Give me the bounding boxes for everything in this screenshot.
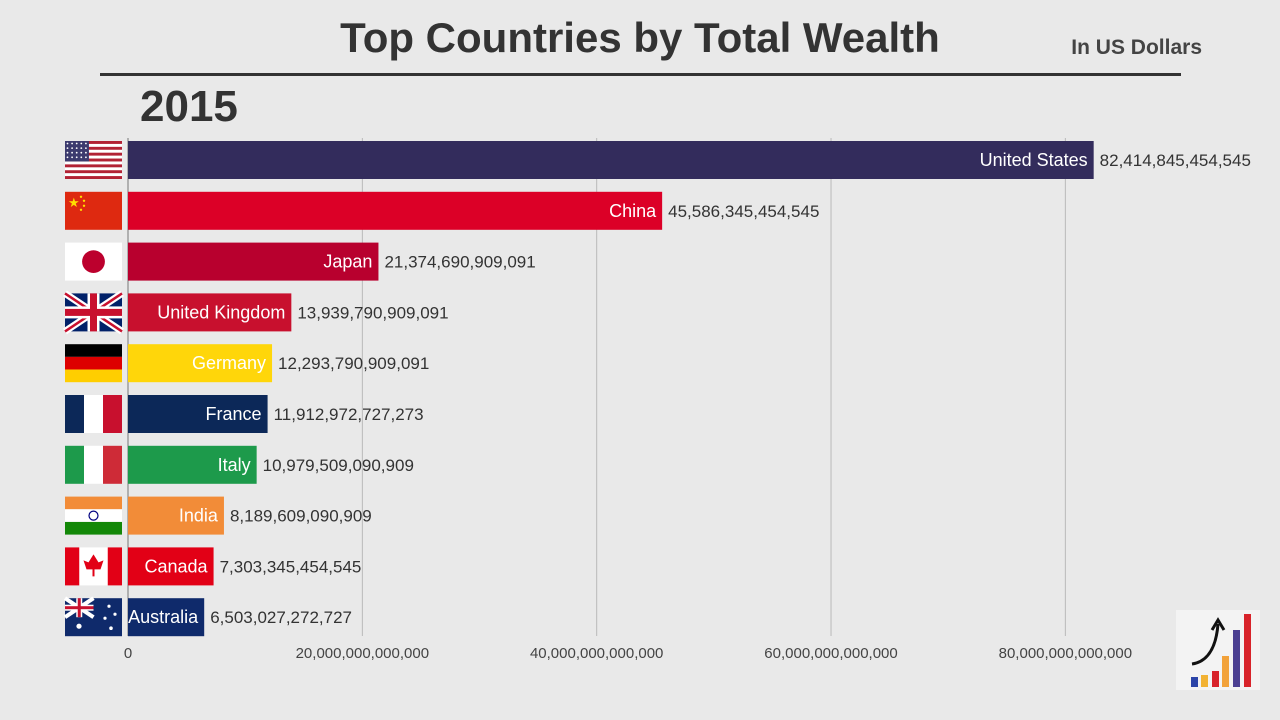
- bar-category-label: China: [609, 201, 657, 221]
- bar-value-label: 45,586,345,454,545: [668, 202, 819, 221]
- bar-category-label: Japan: [323, 252, 372, 272]
- bar-value-label: 8,189,609,090,909: [230, 507, 372, 526]
- bar-category-label: Italy: [218, 455, 251, 475]
- bar-value-label: 11,912,972,727,273: [274, 405, 424, 424]
- germany-flag-icon: [65, 344, 122, 383]
- bar-category-label: India: [179, 506, 219, 526]
- canada-flag-icon: [65, 547, 122, 586]
- bar-category-label: United States: [980, 150, 1088, 170]
- x-tick-label: 40,000,000,000,000: [530, 645, 663, 662]
- bar-value-label: 12,293,790,909,091: [278, 354, 429, 373]
- bar-value-label: 6,503,027,272,727: [210, 608, 352, 627]
- unit-label: In US Dollars: [1071, 36, 1202, 59]
- bar-category-label: France: [206, 404, 262, 424]
- bar: [128, 445, 257, 484]
- bar: [128, 547, 214, 586]
- bar: [128, 395, 268, 433]
- svg-text:★: ★: [68, 196, 80, 211]
- channel-logo: [1176, 610, 1260, 690]
- title-divider: [100, 73, 1181, 76]
- japan-flag-icon: [65, 242, 122, 281]
- bar: [128, 598, 205, 637]
- x-tick-label: 20,000,000,000,000: [296, 645, 429, 662]
- bar-category-label: Canada: [145, 556, 209, 576]
- bar-value-label: 7,303,345,454,545: [220, 557, 362, 576]
- bar: [128, 242, 379, 281]
- bar: [128, 293, 292, 332]
- italy-flag-icon: [65, 445, 122, 484]
- bar-value-label: 13,939,790,909,091: [297, 303, 448, 322]
- bar: [128, 344, 273, 383]
- bar: [128, 191, 663, 230]
- bar: [128, 141, 1094, 179]
- france-flag-icon: [65, 395, 122, 433]
- bar-category-label: Germany: [192, 353, 266, 373]
- uk-flag-icon: [63, 290, 124, 335]
- bar-value-label: 82,414,845,454,545: [1100, 151, 1251, 170]
- chart-title: Top Countries by Total Wealth: [340, 14, 940, 61]
- china-flag-icon: ★: [65, 191, 122, 230]
- india-flag-icon: [65, 496, 122, 535]
- bar-value-label: 21,374,690,909,091: [384, 253, 535, 272]
- australia-flag-icon: [63, 596, 122, 637]
- bar-category-label: Australia: [128, 607, 199, 627]
- growth-chart-icon: [1191, 614, 1251, 687]
- bar-value-label: 10,979,509,090,909: [263, 456, 414, 475]
- x-tick-label: 60,000,000,000,000: [764, 645, 897, 662]
- x-tick-label: 0: [124, 645, 132, 662]
- bar-category-label: United Kingdom: [157, 302, 285, 322]
- x-tick-label: 80,000,000,000,000: [999, 645, 1132, 662]
- bar: [128, 496, 224, 535]
- year-label: 2015: [140, 82, 238, 131]
- us-flag-icon: [65, 141, 122, 179]
